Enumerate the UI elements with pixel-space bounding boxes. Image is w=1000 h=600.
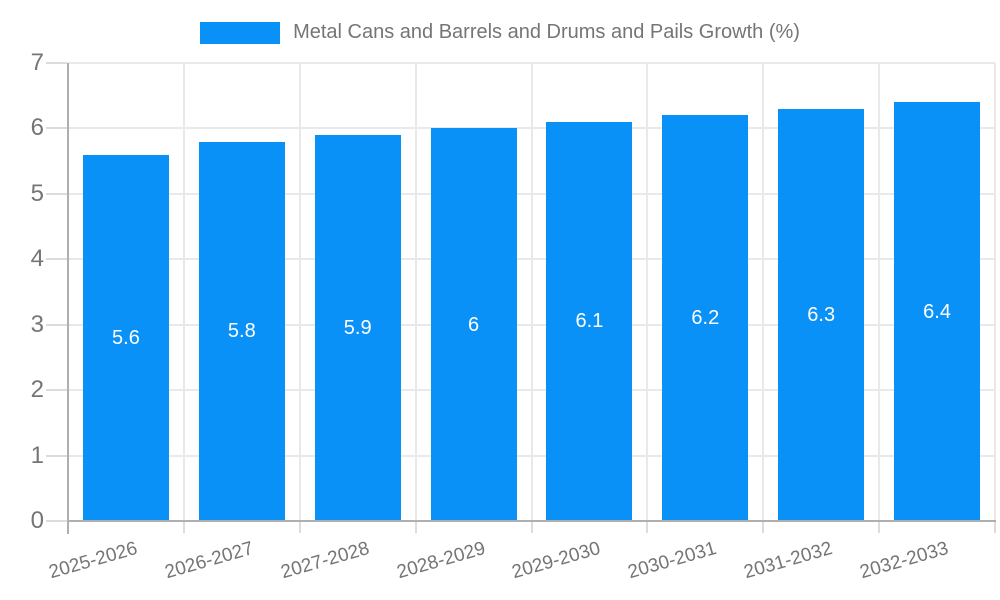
bar-value-label: 6.1 [575, 310, 604, 333]
y-axis-label: 2 [30, 376, 44, 404]
gridline-vertical [182, 63, 185, 521]
y-axis-label: 3 [30, 310, 44, 338]
x-axis-tick [414, 521, 417, 533]
bar-value-label: 6.3 [807, 303, 836, 326]
bar-2025-2026[interactable] [82, 154, 169, 521]
bar-2028-2029[interactable] [430, 128, 517, 521]
bar-value-label: 5.8 [227, 320, 256, 343]
bar-value-label: 6.2 [691, 307, 720, 330]
x-axis-label: 2026-2027 [162, 538, 256, 584]
bar-2027-2028[interactable] [314, 134, 401, 521]
y-axis-label: 5 [30, 179, 44, 207]
x-axis-label: 2031-2032 [741, 538, 835, 584]
x-axis-label: 2027-2028 [278, 538, 372, 584]
bar-2032-2033[interactable] [894, 102, 981, 521]
gridline-vertical [530, 63, 533, 521]
y-axis-label: 6 [30, 114, 44, 142]
gridline-vertical [878, 63, 881, 521]
y-axis-label: 0 [30, 507, 44, 534]
gridline-vertical [994, 63, 996, 521]
y-axis-label: 1 [30, 441, 44, 469]
x-axis-tick [298, 521, 301, 533]
x-axis-line [67, 520, 996, 522]
y-axis-tick [46, 62, 67, 64]
bar-value-label: 6 [468, 313, 480, 336]
y-axis-tick [46, 127, 67, 130]
bar-value-label: 5.9 [343, 316, 372, 339]
x-axis-label: 2029-2030 [510, 538, 604, 584]
y-axis-tick [46, 323, 67, 326]
y-axis-tick [46, 258, 67, 261]
x-axis-tick [878, 521, 881, 533]
y-axis-tick [46, 192, 67, 195]
y-axis-tick [46, 454, 67, 457]
bar-2029-2030[interactable] [546, 121, 633, 521]
gridline-vertical [298, 63, 301, 521]
bar-2030-2031[interactable] [662, 115, 749, 521]
y-axis-tick [46, 520, 67, 522]
legend-swatch [200, 21, 281, 44]
bar-2026-2027[interactable] [198, 141, 285, 521]
bar-value-label: 5.6 [112, 326, 140, 349]
x-axis-tick [530, 521, 533, 533]
y-axis-label: 4 [30, 245, 44, 273]
x-axis-label: 2025-2026 [46, 538, 140, 584]
x-axis-label: 2032-2033 [857, 538, 951, 584]
x-axis-tick [646, 521, 649, 533]
x-axis-tick [762, 521, 765, 533]
gridline-vertical [762, 63, 765, 521]
x-axis-tick [994, 521, 996, 533]
y-axis-tick [46, 389, 67, 392]
y-axis-label: 7 [30, 49, 44, 76]
x-axis-label: 2030-2031 [625, 538, 720, 584]
y-axis-line [67, 63, 69, 534]
legend[interactable]: Metal Cans and Barrels and Drums and Pai… [0, 21, 1000, 44]
x-axis-label: 2028-2029 [394, 538, 488, 584]
gridline-vertical [646, 63, 649, 521]
bar-value-label: 6.4 [923, 300, 951, 323]
bar-2031-2032[interactable] [778, 108, 865, 521]
x-axis-tick [182, 521, 185, 533]
gridline-vertical [414, 63, 417, 521]
legend-label: Metal Cans and Barrels and Drums and Pai… [293, 21, 800, 43]
